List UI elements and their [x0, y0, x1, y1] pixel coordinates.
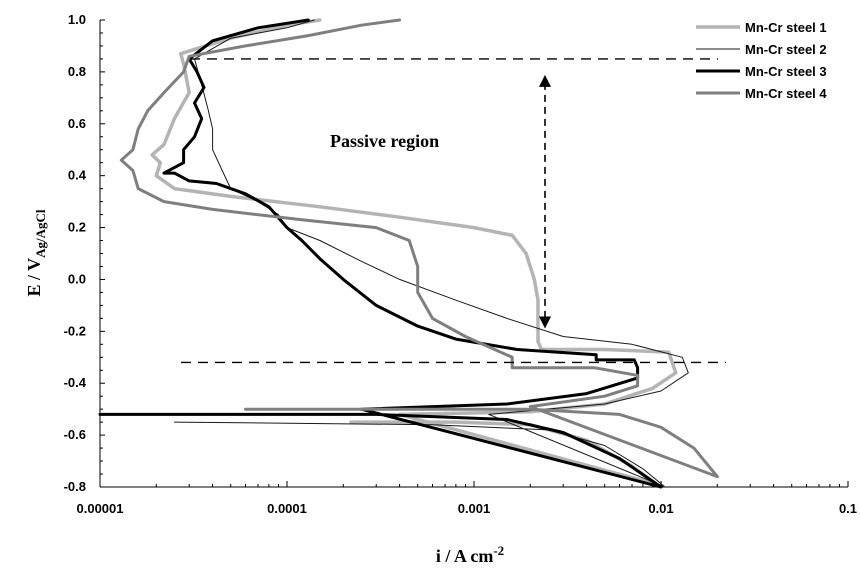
y-tick-label: -0.8	[64, 479, 86, 494]
y-tick-label: 0.0	[68, 271, 86, 286]
x-tick-label: 0.01	[648, 501, 673, 516]
y-tick-label: -0.4	[64, 375, 87, 390]
series-curve-2	[173, 19, 689, 488]
x-tick-label: 0.00001	[77, 501, 124, 516]
axis-ticks: -0.8 -0.6 -0.4 -0.2 0.0 0.2 0.4 0.6 0.8 1.0 0.0000…	[64, 12, 857, 516]
y-tick-label: 1.0	[68, 12, 86, 27]
x-tick-label: 0.001	[458, 501, 491, 516]
y-tick-label: 0.8	[68, 64, 86, 79]
legend-label-4: Mn-Cr steel 4	[745, 86, 827, 101]
arrow-head-up	[539, 74, 551, 87]
y-tick-label: -0.6	[64, 427, 86, 442]
y-axis-title: E / VAg/AgCl	[24, 209, 48, 296]
x-tick-label: 0.0001	[267, 501, 307, 516]
y-tick-label: 0.4	[68, 168, 87, 183]
legend-label-3: Mn-Cr steel 3	[745, 64, 827, 79]
curves	[98, 18, 719, 489]
y-tick-label: 0.2	[68, 220, 86, 235]
series-curve-4	[119, 18, 719, 479]
legend: Mn-Cr steel 1 Mn-Cr steel 2 Mn-Cr steel 3 M…	[696, 20, 827, 101]
series-curve-3	[98, 18, 663, 489]
reference-lines	[181, 58, 726, 364]
y-tick-label: 0.6	[68, 116, 86, 131]
x-axis-title: i / A cm-2	[436, 543, 504, 566]
legend-label-2: Mn-Cr steel 2	[745, 42, 827, 57]
passive-region-label: Passive region	[330, 131, 439, 151]
legend-label-1: Mn-Cr steel 1	[745, 20, 827, 35]
series-curve-1	[150, 18, 678, 487]
arrow-head-down	[539, 316, 551, 329]
y-tick-label: -0.2	[64, 323, 86, 338]
x-tick-label: 0.1	[839, 501, 857, 516]
